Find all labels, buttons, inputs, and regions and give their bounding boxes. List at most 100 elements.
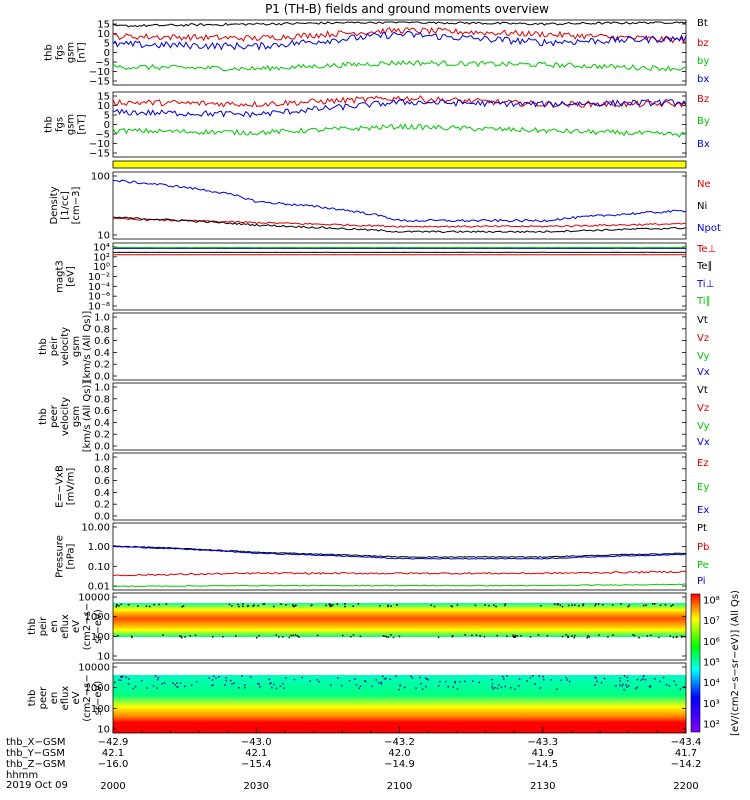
spectrogram-speckle	[179, 635, 181, 637]
spectrogram-speckle	[672, 636, 675, 639]
spectrogram-speckle	[359, 635, 362, 638]
y-tick-label: 1.0	[94, 313, 110, 324]
y-tick-label: 10²	[93, 252, 110, 263]
y-axis-label: thb	[38, 408, 49, 425]
spectrogram-speckle	[679, 688, 682, 691]
spectrogram-speckle	[565, 634, 567, 636]
spectrogram-speckle	[574, 634, 576, 637]
spectrogram-speckle	[380, 683, 383, 685]
spectrogram-speckle	[542, 675, 544, 678]
legend-entry: Te∥	[696, 261, 713, 272]
y-axis-label: eV	[71, 691, 82, 704]
spectrogram-speckle	[415, 687, 417, 689]
spectrogram-speckle	[582, 604, 584, 607]
legend-entry: Ne	[697, 179, 711, 190]
spectrogram-speckle	[483, 636, 486, 638]
legend-entry: Bx	[697, 139, 710, 150]
panel-peer_spec: 10000 1000 100 10 thb peer en eflux eV (cm2−s− sr−…	[27, 663, 687, 736]
spectrogram-speckle	[574, 604, 576, 606]
series-line-bz	[112, 26, 687, 44]
spectrogram-speckle	[669, 635, 672, 637]
spectrogram-speckle	[595, 677, 598, 680]
spectrogram-speckle	[269, 683, 271, 685]
spectrogram-speckle	[623, 675, 626, 677]
spectrogram-speckle	[500, 686, 503, 689]
spectrogram-speckle	[309, 680, 311, 682]
y-tick-label: −5	[95, 130, 110, 141]
spectrogram-speckle	[425, 685, 427, 688]
colorbar: 10⁸ 10⁷ 10⁶ 10⁵ 10⁴ 10³ 10² [eV/(cm2−s−sr−eV)] …	[690, 590, 741, 736]
y-axis-label: magt3	[55, 260, 66, 293]
legend-entry: Npot	[697, 223, 721, 234]
spectrogram-speckle	[189, 635, 192, 637]
y-axis-label: thb	[27, 690, 38, 707]
spectrogram-speckle	[121, 675, 124, 678]
spectrogram-speckle	[149, 605, 151, 608]
legend-entry: Bz	[697, 94, 709, 105]
spectrogram-speckle	[311, 604, 313, 606]
spectrogram-speckle	[567, 635, 569, 637]
y-tick-label: 0.4	[94, 418, 110, 429]
y-tick-label: 100	[91, 172, 110, 183]
spectrogram-speckle	[479, 634, 481, 637]
spectrogram-speckle	[181, 636, 183, 639]
spectrogram-speckle	[127, 678, 130, 680]
spectrogram-speckle	[561, 605, 564, 608]
spectrogram-speckle	[636, 686, 638, 689]
colorbar-gradient	[690, 593, 701, 733]
y-tick-label: 0.2	[94, 360, 110, 371]
y-tick-label: 10000	[78, 593, 110, 604]
spectrogram-speckle	[566, 679, 569, 681]
spectrogram-speckle	[273, 605, 275, 608]
spectrogram-speckle	[662, 676, 665, 679]
colorbar-tick-label: 10⁶	[703, 637, 720, 648]
legend-entry: Te⊥	[696, 244, 716, 255]
spectrogram-speckle	[675, 636, 677, 638]
y-tick-label: −15	[89, 77, 110, 88]
spectrogram-speckle	[255, 636, 258, 639]
spectrogram-speckle	[463, 680, 466, 683]
spectrogram-speckle	[668, 685, 671, 687]
y-tick-label: 0.4	[94, 348, 110, 359]
spectrogram-speckle	[411, 677, 414, 679]
spectrogram-speckle	[516, 635, 519, 637]
spectrogram-speckle	[454, 680, 456, 683]
panel-peer_v: 1.00.80.60.40.20.0 thb peer velocity gsm [km/…	[38, 381, 710, 453]
legend-entry: Ey	[697, 482, 709, 493]
y-tick-label: 10⁻⁶	[88, 292, 110, 303]
spectrogram-speckle	[301, 676, 304, 679]
colorbar-tick-label: 10³	[703, 699, 720, 710]
spectrogram-speckle	[282, 683, 284, 685]
spectrogram-speckle	[157, 676, 160, 679]
spectrogram-speckle	[622, 683, 624, 686]
spectrogram-speckle	[350, 635, 352, 638]
legend-entry: Vt	[697, 385, 708, 396]
spectrogram-speckle	[383, 677, 386, 680]
spectrogram-speckle	[464, 634, 466, 636]
y-axis-label: fgs	[55, 45, 66, 60]
spectrogram-speckle	[526, 680, 528, 682]
spectrogram-speckle	[385, 677, 387, 680]
y-tick-label: 15	[97, 92, 110, 103]
spectrogram-speckle	[298, 636, 300, 638]
spectrogram-speckle	[247, 605, 249, 607]
y-tick-label: 10.00	[81, 523, 110, 534]
spectrogram-speckle	[471, 634, 473, 637]
y-tick-label: 0.6	[94, 406, 110, 417]
spectrogram-speckle	[653, 603, 656, 605]
spectrogram-speckle	[437, 636, 440, 639]
spectrogram-speckle	[658, 636, 660, 639]
spectrogram-speckle	[114, 681, 116, 684]
spectrogram-speckle	[316, 679, 318, 681]
y-tick-label: 100	[91, 632, 110, 643]
spectrogram-speckle	[586, 636, 588, 639]
spectrogram-speckle	[293, 678, 296, 681]
spectrogram-speckle	[116, 604, 118, 607]
legend-entry: Bt	[697, 18, 708, 29]
spectrogram-speckle	[447, 685, 449, 688]
spectrogram-speckle	[594, 676, 596, 679]
spectrogram-speckle	[611, 604, 614, 606]
spectrogram-speckle	[156, 678, 159, 681]
date-label: 2019 Oct 09	[6, 780, 68, 791]
